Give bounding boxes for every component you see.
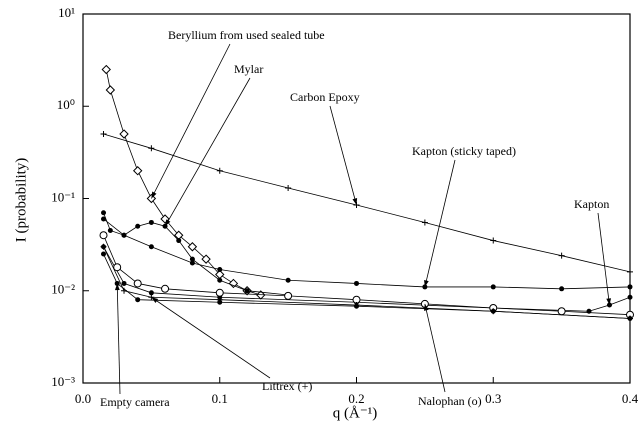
data-point [148, 290, 154, 296]
arrow-head [606, 298, 612, 306]
annotation-arrow [597, 212, 610, 306]
data-point [285, 277, 291, 283]
y-tick-label: 10⁻³ [51, 374, 75, 389]
arrow-head [352, 198, 358, 206]
data-point [490, 284, 496, 290]
arrow-head [423, 303, 429, 311]
data-point [627, 316, 633, 322]
data-point [148, 294, 155, 301]
data-point [228, 278, 239, 289]
x-tick-label: 0.4 [622, 391, 639, 406]
data-point [354, 280, 359, 286]
y-tick-label: 10¹ [58, 5, 75, 20]
series-line [103, 218, 631, 290]
x-tick-label: 0.2 [348, 391, 364, 406]
x-tick-label: 0.0 [75, 391, 91, 406]
data-point [161, 284, 170, 293]
annotation-arrow [329, 105, 357, 206]
data-point [148, 219, 154, 225]
series-line [105, 69, 261, 296]
data-point [119, 129, 129, 139]
series-line [103, 212, 289, 296]
annotation: Littrex (+) [262, 379, 312, 393]
data-point [187, 242, 198, 252]
data-point [557, 307, 566, 316]
data-point [105, 85, 116, 95]
annotation-arrow [151, 43, 231, 199]
data-point [189, 260, 195, 266]
x-tick-label: 0.3 [485, 391, 501, 406]
arrow-head [114, 283, 120, 291]
data-point [189, 256, 195, 262]
data-point [217, 299, 223, 305]
annotation-arrow [164, 77, 251, 227]
data-point [121, 280, 127, 286]
data-point [132, 166, 143, 176]
data-point [285, 184, 292, 191]
data-point [135, 223, 141, 229]
annotation: Beryllium from used sealed tube [168, 28, 325, 42]
data-point [148, 145, 155, 152]
data-point [100, 243, 107, 250]
annotation: Empty camera [100, 395, 170, 409]
data-point [101, 64, 111, 75]
data-point [627, 294, 633, 300]
data-point [215, 288, 224, 297]
data-point [354, 303, 359, 309]
data-point [490, 237, 497, 244]
data-point [284, 291, 293, 300]
annotation-arrow [116, 283, 121, 395]
data-point [107, 227, 113, 233]
data-point [113, 263, 122, 272]
arrow-head [151, 297, 159, 303]
data-point [201, 254, 211, 264]
data-point [148, 244, 154, 250]
x-tick-label: 0.1 [212, 391, 228, 406]
data-point [244, 288, 250, 294]
data-point [558, 252, 565, 259]
y-axis-label: I (probability) [13, 158, 29, 243]
y-tick-label: 10⁻¹ [51, 189, 75, 204]
annotation: Nalophan (o) [418, 394, 482, 408]
annotation-arrow [424, 303, 446, 393]
y-tick-label: 10⁻² [51, 282, 75, 297]
data-point [627, 284, 633, 290]
data-point [99, 231, 108, 240]
data-point [121, 232, 127, 238]
data-point [490, 308, 496, 314]
annotation-arrow [151, 296, 271, 379]
annotation: Kapton [574, 197, 609, 211]
data-point [133, 279, 142, 288]
series-line [103, 133, 631, 273]
series-line [103, 246, 631, 319]
series-line [103, 253, 631, 319]
y-tick-label: 10⁰ [57, 97, 75, 112]
data-point [421, 219, 428, 226]
arrow-head [151, 191, 157, 199]
data-point [627, 268, 633, 275]
data-point [216, 167, 223, 174]
data-point [217, 266, 223, 272]
data-point [160, 214, 170, 224]
data-point [101, 210, 107, 216]
annotation: Mylar [234, 62, 263, 76]
series-line [103, 246, 631, 312]
x-axis-label: q (Å⁻¹) [333, 405, 378, 421]
data-point [559, 286, 565, 292]
data-point [135, 297, 141, 303]
data-point [217, 277, 223, 283]
annotation-arrow [424, 159, 456, 288]
data-point [100, 131, 107, 138]
data-point [101, 216, 107, 222]
annotation: Kapton (sticky taped) [412, 144, 516, 158]
data-point [176, 238, 182, 244]
arrow-head [424, 279, 429, 287]
data-point [101, 251, 107, 257]
arrow-head [165, 219, 171, 227]
annotation: Carbon Epoxy [290, 90, 360, 104]
